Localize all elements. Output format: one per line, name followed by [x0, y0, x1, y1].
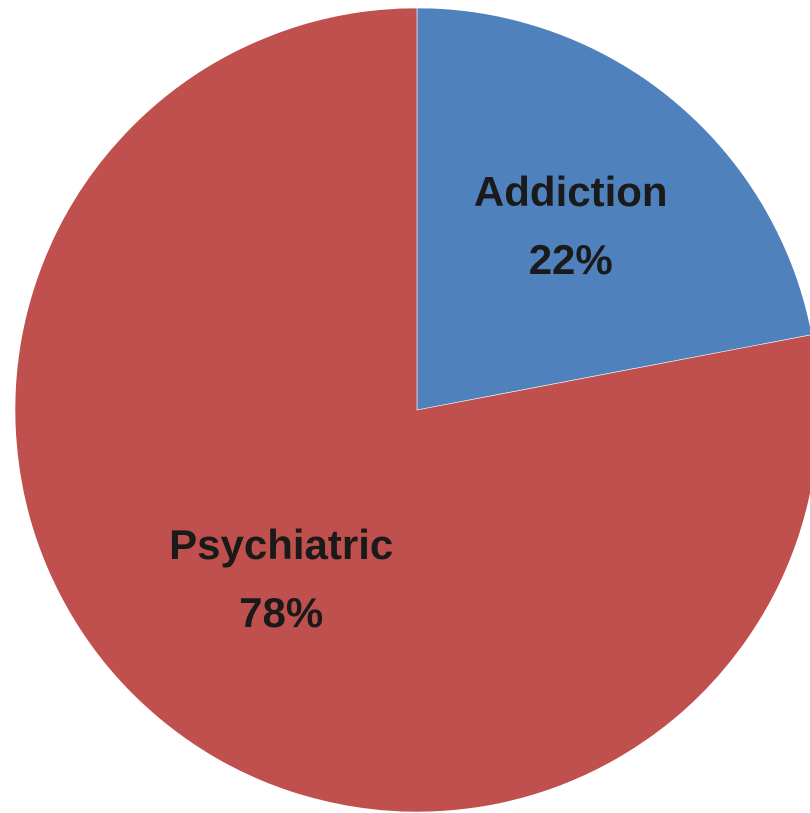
slice-label-psychiatric-name: Psychiatric: [169, 521, 393, 568]
pie-slice-addiction: [416, 7, 810, 411]
slice-label-addiction-percent: 22%: [529, 236, 613, 283]
slice-labels: Addiction 22% Psychiatric 78%: [169, 168, 667, 636]
pie-slice-psychiatric: [14, 7, 810, 813]
slice-label-psychiatric-percent: 78%: [239, 589, 323, 636]
slice-label-addiction-name: Addiction: [474, 168, 668, 215]
pie-slices: [14, 7, 810, 813]
